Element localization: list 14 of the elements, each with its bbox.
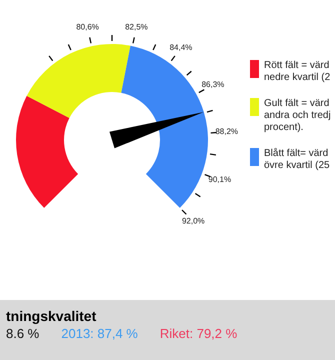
text: tningskvalitet — [6, 308, 98, 324]
legend-label: Blått fält= värd övre kvartil (25 — [264, 148, 331, 172]
text: 86,3% — [202, 80, 224, 89]
text: Riket: 79,2 % — [160, 326, 238, 341]
text: 2013: 87,4 % — [61, 326, 138, 341]
text: 90,1% — [208, 175, 232, 184]
text: 8.6 % — [6, 326, 40, 341]
legend-label: Gult fält = värd andra och tredj procent). — [264, 98, 332, 134]
text: 92,0% — [182, 216, 205, 226]
legend-label: Rött fält = värd nedre kvartil (2 — [264, 60, 332, 84]
text: 82,5% — [125, 22, 148, 32]
text: 88,2% — [215, 126, 238, 136]
text: 84,4% — [170, 42, 192, 52]
text: 80,6% — [76, 22, 99, 32]
